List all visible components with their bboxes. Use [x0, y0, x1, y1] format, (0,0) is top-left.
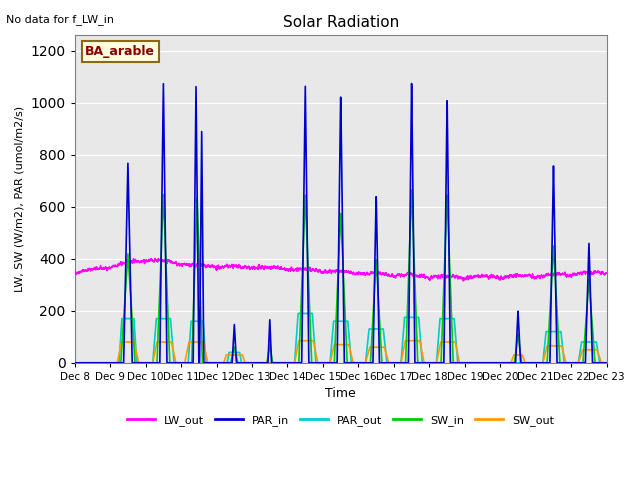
Title: Solar Radiation: Solar Radiation: [283, 15, 399, 30]
Text: BA_arable: BA_arable: [85, 45, 156, 58]
Legend: LW_out, PAR_in, PAR_out, SW_in, SW_out: LW_out, PAR_in, PAR_out, SW_in, SW_out: [123, 411, 558, 431]
Y-axis label: LW, SW (W/m2), PAR (umol/m2/s): LW, SW (W/m2), PAR (umol/m2/s): [15, 106, 25, 292]
X-axis label: Time: Time: [325, 387, 356, 400]
Text: No data for f_LW_in: No data for f_LW_in: [6, 14, 115, 25]
